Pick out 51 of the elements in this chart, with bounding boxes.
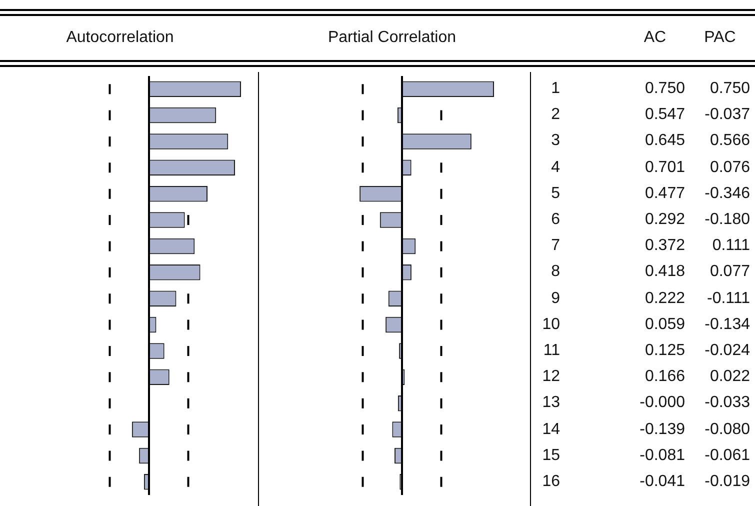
data-label: 0.077 (710, 263, 750, 282)
category-label: 9 (551, 290, 560, 307)
data-label: -0.061 (704, 446, 750, 465)
category-label: 13 (542, 394, 560, 412)
data-label: -0.080 (704, 420, 750, 439)
data-label: 0.566 (710, 132, 750, 150)
category-label: 4 (551, 158, 560, 176)
category-label: 3 (551, 132, 560, 150)
data-label: -0.019 (704, 472, 750, 491)
data-label: 0.076 (710, 158, 750, 177)
data-label: 0.477 (644, 184, 685, 203)
data-label: 0.701 (644, 158, 685, 177)
text: PAC (704, 29, 736, 47)
category-label: 16 (542, 472, 560, 490)
category-label: 6 (551, 211, 560, 228)
chart-title: Partial Correlation (328, 29, 456, 47)
data-label: 0.645 (644, 132, 685, 150)
data-label: -0.346 (704, 184, 750, 203)
data-label: 0.022 (710, 368, 750, 386)
chart-title: Autocorrelation (66, 29, 174, 47)
text: AC (644, 29, 666, 47)
data-label: -0.111 (707, 290, 750, 308)
data-label: -0.081 (640, 446, 685, 465)
data-label: -0.000 (640, 394, 685, 412)
category-label: 15 (542, 446, 560, 464)
data-label: 0.125 (644, 342, 685, 360)
data-label: -0.033 (704, 394, 750, 412)
data-label: -0.037 (704, 106, 750, 124)
data-label: -0.024 (704, 342, 750, 360)
data-label: -0.041 (640, 472, 685, 491)
data-label: -0.134 (704, 316, 750, 334)
data-label: 0.111 (712, 237, 750, 256)
data-label: 0.750 (644, 80, 685, 98)
data-label: 0.166 (644, 368, 685, 386)
category-label: 11 (543, 342, 560, 359)
category-label: 7 (551, 237, 560, 254)
data-label: 0.418 (644, 263, 685, 282)
category-label: 5 (551, 184, 560, 202)
data-label: 0.059 (644, 316, 685, 334)
category-label: 12 (542, 368, 560, 386)
data-label: -0.180 (704, 211, 750, 230)
category-label: 14 (542, 420, 560, 438)
data-label: 0.292 (644, 211, 685, 230)
data-label: 0.222 (644, 290, 685, 308)
data-label: -0.139 (640, 420, 685, 439)
category-label: 8 (551, 263, 560, 280)
category-label: 12 (551, 80, 560, 124)
data-label: 0.547 (644, 106, 685, 124)
data-label: 0.750 (710, 80, 750, 98)
category-label: 10 (542, 316, 560, 333)
data-label: 0.372 (644, 237, 685, 256)
